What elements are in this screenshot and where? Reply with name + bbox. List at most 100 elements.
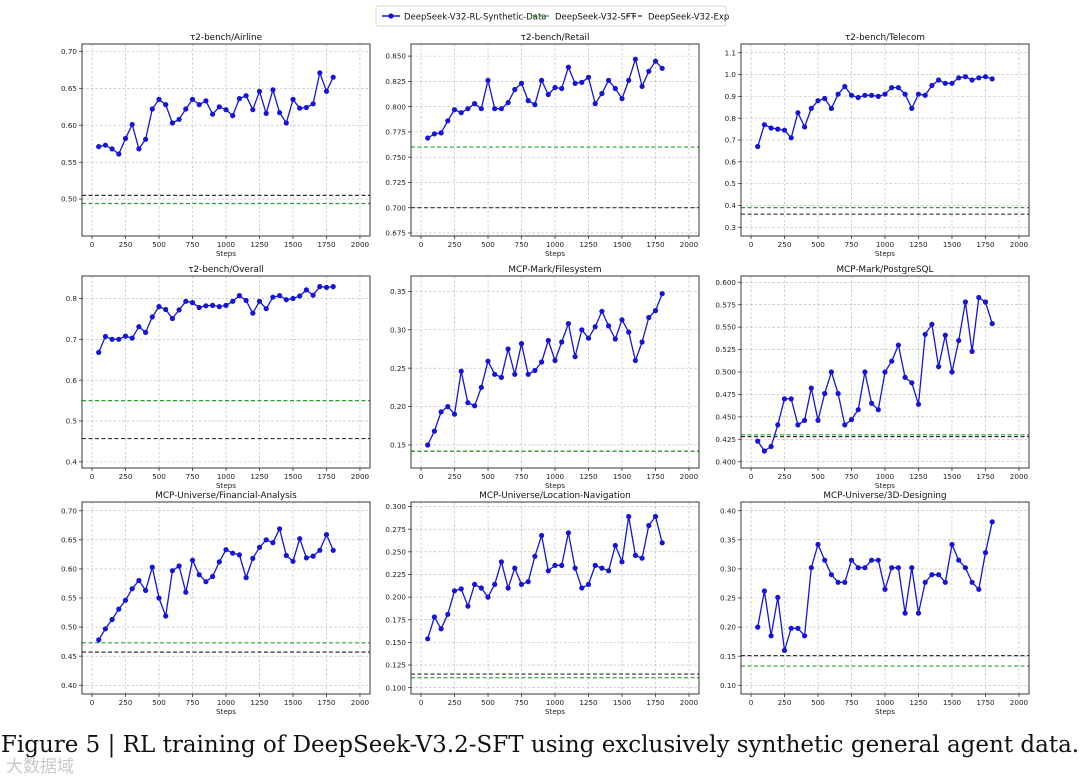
chart-7-rl-point xyxy=(143,587,149,594)
chart-8-rl-point xyxy=(545,568,551,574)
chart-6-rl-point xyxy=(969,348,975,354)
chart-6-rl-point xyxy=(869,400,875,406)
chart-9-x-tick-label: 1250 xyxy=(909,698,928,707)
chart-9-rl-point xyxy=(909,565,915,571)
chart-9-rl-point xyxy=(989,519,995,525)
chart-6-rl-point xyxy=(802,417,808,423)
chart-5-rl-point xyxy=(472,403,478,409)
chart-3-rl-point xyxy=(788,135,794,141)
chart-1-rl-point xyxy=(149,106,155,112)
chart-7-x-tick-label: 500 xyxy=(152,698,166,707)
chart-4-rl-point xyxy=(189,300,196,306)
chart-8-rl-point xyxy=(599,565,605,571)
chart-6-rl-point xyxy=(989,321,995,327)
chart-7-rl-series-line xyxy=(98,528,334,641)
chart-8: MCP-Universe/Location-Navigation 0 250 500 7… xyxy=(385,491,700,716)
chart-7-rl-point xyxy=(317,547,323,553)
chart-6-rl-point xyxy=(895,342,902,348)
chart-4-rl-point xyxy=(176,307,182,313)
chart-2-rl-point xyxy=(626,77,632,83)
chart-9-rl-point xyxy=(781,647,788,654)
chart-3-x-tick-label: 1500 xyxy=(943,240,962,249)
chart-6-y-tick-label: 0.475 xyxy=(715,390,736,399)
chart-2-rl-point xyxy=(646,68,652,74)
chart-2-rl-point xyxy=(505,100,511,106)
chart-1-rl-point xyxy=(223,107,229,113)
chart-7-rl-point xyxy=(303,555,309,561)
chart-7-rl-point xyxy=(136,577,142,584)
chart-2-y-tick-label: 0.775 xyxy=(385,128,406,137)
chart-1-rl-point xyxy=(256,88,263,94)
chart-3-y-tick-label: 0.7 xyxy=(725,136,736,145)
chart-7-x-tick-label: 1000 xyxy=(217,698,236,707)
chart-2-x-tick-label: 1250 xyxy=(579,240,598,249)
chart-3-x-tick-label: 1000 xyxy=(876,240,895,249)
chart-4-rl-point xyxy=(136,324,142,330)
chart-3: τ2-bench/Telecom 0 250 500 750 1000 1250 1500 17… xyxy=(725,33,1030,258)
chart-3-rl-point xyxy=(835,91,841,97)
chart-2-rl-point xyxy=(545,91,551,98)
chart-8-rl-point xyxy=(465,603,471,609)
chart-4-rl-point xyxy=(223,302,229,308)
chart-1-x-tick-label: 1250 xyxy=(250,240,269,249)
chart-5-x-tick-label: 1750 xyxy=(646,472,665,481)
chart-5-rl-point xyxy=(505,346,511,352)
chart-3-rl-point xyxy=(922,92,928,98)
chart-6-rl-point xyxy=(761,448,768,454)
chart-2-rl-point xyxy=(559,85,565,92)
chart-5-rl-point xyxy=(525,371,531,377)
chart-7-x-tick-label: 1250 xyxy=(250,698,269,707)
chart-9-y-tick-label: 0.35 xyxy=(720,535,736,544)
chart-2-y-tick-label: 0.800 xyxy=(385,102,406,111)
chart-7-y-tick-label: 0.70 xyxy=(61,506,77,515)
chart-3-y-tick-label: 0.4 xyxy=(725,201,737,210)
chart-7-rl-point xyxy=(216,559,222,565)
chart-5-rl-point xyxy=(478,384,484,390)
chart-3-rl-point xyxy=(915,91,922,97)
chart-7-rl-point xyxy=(243,575,249,581)
chart-9-x-tick-label: 2000 xyxy=(1010,698,1029,707)
chart-5-rl-point xyxy=(572,354,578,360)
chart-2-rl-point xyxy=(492,106,498,112)
chart-9-y-tick-label: 0.40 xyxy=(720,506,736,515)
chart-5-axes-frame xyxy=(410,275,700,469)
chart-1-rl-point xyxy=(109,146,115,152)
chart-8-x-tick-label: 0 xyxy=(419,698,424,707)
chart-8-rl-point xyxy=(438,626,444,632)
chart-6-rl-point xyxy=(788,396,794,402)
chart-4-rl-point xyxy=(183,298,189,304)
chart-7-rl-point xyxy=(102,626,108,632)
chart-7-x-axis-label: Steps xyxy=(216,707,236,716)
chart-2-rl-point xyxy=(498,106,504,112)
chart-8-x-tick-label: 1500 xyxy=(613,698,632,707)
chart-4-rl-point xyxy=(116,336,122,342)
chart-5-rl-point xyxy=(545,337,551,344)
chart-4-rl-point xyxy=(236,293,242,299)
chart-3-rl-point xyxy=(761,122,768,128)
chart-7-rl-point xyxy=(270,540,276,546)
chart-3-y-tick-label: 1.0 xyxy=(725,70,737,79)
chart-3-rl-point xyxy=(795,110,801,116)
legend-sft-label: DeepSeek-V32-SFT xyxy=(555,13,637,23)
chart-5-rl-point xyxy=(431,428,437,434)
chart-8-y-tick-label: 0.275 xyxy=(385,525,406,534)
chart-1-x-tick-label: 2000 xyxy=(351,240,370,249)
chart-8-title: MCP-Universe/Location-Navigation xyxy=(479,491,631,501)
chart-9-rl-point xyxy=(962,565,969,571)
chart-1-rl-point xyxy=(183,106,189,112)
chart-3-y-tick-label: 0.8 xyxy=(725,114,737,123)
chart-3-rl-point xyxy=(969,77,975,83)
chart-5-rl-point xyxy=(445,404,451,410)
chart-4-rl-point xyxy=(102,333,108,340)
chart-1-rl-point xyxy=(310,101,316,107)
chart-7-x-tick-label: 2000 xyxy=(351,698,370,707)
chart-2-rl-point xyxy=(659,65,665,71)
chart-6-y-tick-label: 0.575 xyxy=(715,300,736,309)
chart-1-rl-point xyxy=(210,111,216,117)
chart-2-rl-point xyxy=(592,101,598,107)
chart-7-rl-point xyxy=(149,564,155,570)
chart-9-rl-point xyxy=(976,586,982,592)
chart-4-x-tick-label: 0 xyxy=(90,472,95,481)
chart-4-rl-point xyxy=(250,310,256,316)
chart-9-rl-point xyxy=(842,579,848,585)
